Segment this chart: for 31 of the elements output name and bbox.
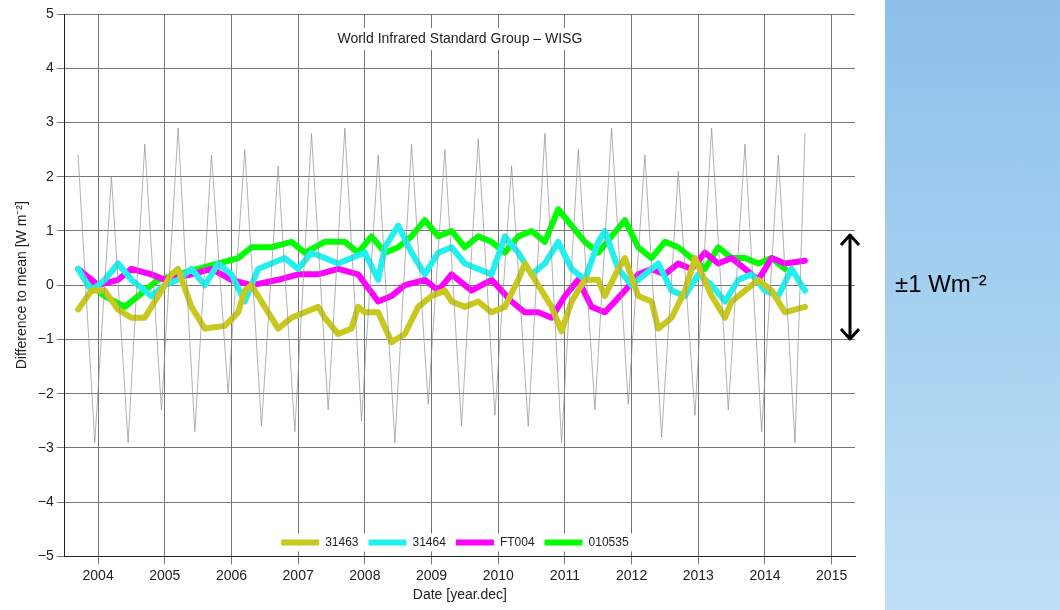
x-tick-label: 2010 <box>482 566 515 583</box>
x-tick-label: 2015 <box>816 566 848 583</box>
y-tick-label: −3 <box>37 438 54 455</box>
legend-label: 010535 <box>588 534 629 549</box>
x-tick-label: 2009 <box>415 566 448 583</box>
y-tick-label: 2 <box>45 167 54 184</box>
y-tick-label: 3 <box>45 113 54 130</box>
x-axis-title: Date [year.dec] <box>412 586 507 603</box>
x-tick-label: 2006 <box>215 566 248 583</box>
y-tick-label: −2 <box>37 384 54 401</box>
y-tick-label: 4 <box>45 59 54 76</box>
x-tick-label: 2011 <box>549 566 581 583</box>
x-tick-label: 2013 <box>682 566 715 583</box>
x-tick-label: 2007 <box>282 566 314 583</box>
y-tick-label: 1 <box>45 221 54 238</box>
legend-label: 31464 <box>412 534 447 549</box>
y-tick-label: −5 <box>37 547 54 564</box>
x-tick-label: 2012 <box>616 566 648 583</box>
legend-label: FT004 <box>499 534 535 549</box>
y-tick-label: 0 <box>45 276 54 293</box>
text: World Infrared Standard Group – WISG <box>337 29 583 46</box>
text: ±1 Wm⁻² <box>895 269 987 299</box>
x-tick-label: 2014 <box>749 566 781 583</box>
x-tick-label: 2005 <box>149 566 181 583</box>
y-tick-label: 5 <box>45 4 54 21</box>
y-tick-label: −4 <box>37 493 54 510</box>
y-axis-title: Difference to mean [W m⁻²] <box>13 201 30 370</box>
x-tick-label: 2004 <box>82 566 114 583</box>
x-tick-label: 2008 <box>349 566 381 583</box>
legend-label: 31463 <box>325 534 359 549</box>
y-tick-label: −1 <box>37 330 54 347</box>
